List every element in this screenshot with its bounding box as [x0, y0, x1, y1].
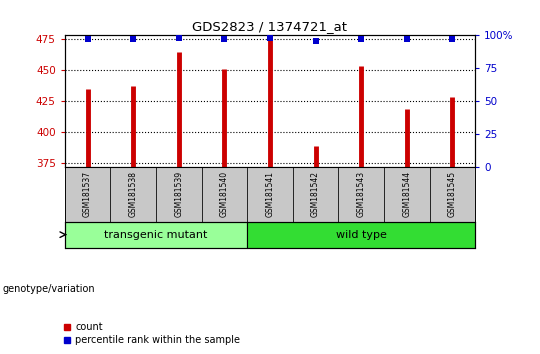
- Point: [220, 36, 229, 42]
- Bar: [430, 167, 475, 222]
- Bar: [65, 222, 247, 248]
- Bar: [156, 167, 201, 222]
- Text: transgenic mutant: transgenic mutant: [104, 230, 208, 240]
- Text: GSM181539: GSM181539: [174, 171, 183, 217]
- Text: GSM181542: GSM181542: [311, 171, 320, 217]
- Title: GDS2823 / 1374721_at: GDS2823 / 1374721_at: [192, 20, 348, 33]
- Text: wild type: wild type: [336, 230, 387, 240]
- Point: [174, 35, 183, 41]
- Bar: [110, 167, 156, 222]
- Point: [357, 36, 366, 42]
- Text: GSM181544: GSM181544: [402, 171, 411, 217]
- Text: GSM181538: GSM181538: [129, 171, 138, 217]
- Text: GSM181541: GSM181541: [266, 171, 274, 217]
- Bar: [247, 222, 475, 248]
- Text: GSM181545: GSM181545: [448, 171, 457, 217]
- Text: GSM181540: GSM181540: [220, 171, 229, 217]
- Bar: [339, 167, 384, 222]
- Text: GSM181543: GSM181543: [357, 171, 366, 217]
- Point: [448, 36, 457, 42]
- Bar: [65, 167, 110, 222]
- Point: [402, 36, 411, 42]
- Text: GSM181537: GSM181537: [83, 171, 92, 217]
- Point: [83, 36, 92, 42]
- Bar: [293, 167, 339, 222]
- Bar: [201, 167, 247, 222]
- Point: [311, 38, 320, 44]
- Bar: [247, 167, 293, 222]
- Point: [129, 36, 138, 42]
- Point: [266, 35, 274, 41]
- Text: genotype/variation: genotype/variation: [3, 284, 96, 293]
- Bar: [384, 167, 430, 222]
- Legend: count, percentile rank within the sample: count, percentile rank within the sample: [59, 319, 244, 349]
